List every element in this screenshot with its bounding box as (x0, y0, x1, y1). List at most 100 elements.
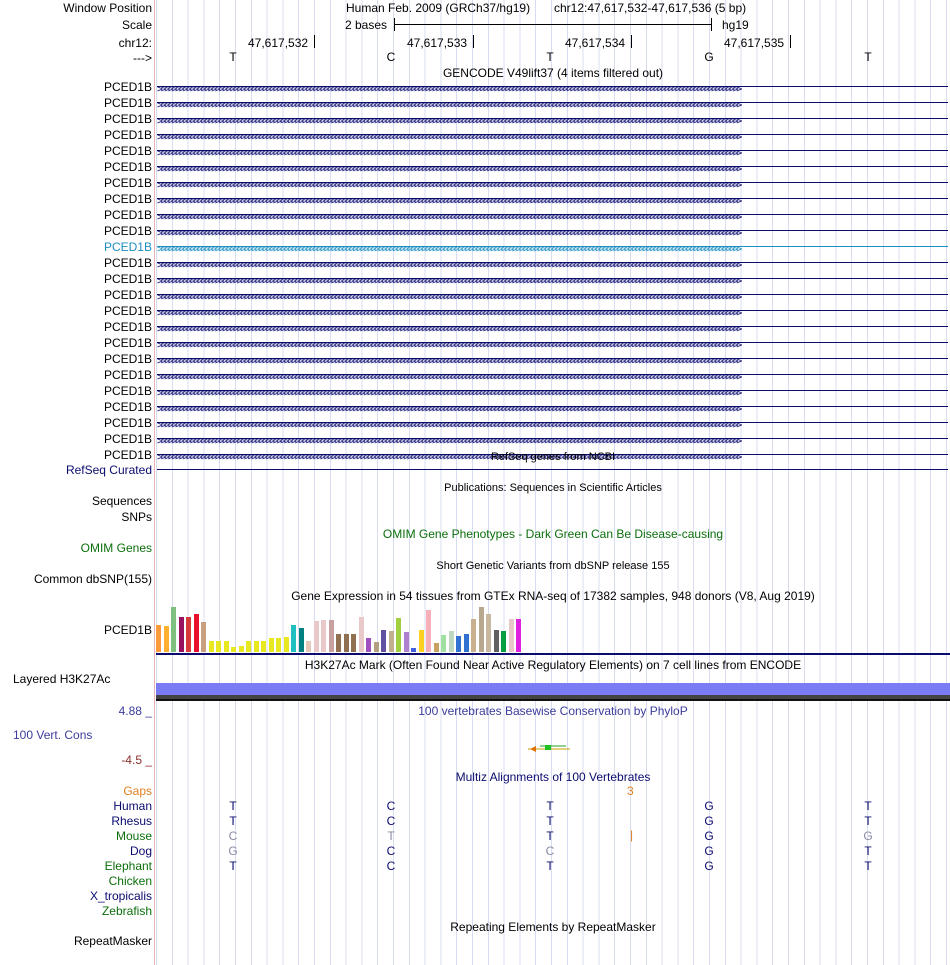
dbsnp-track-title[interactable]: Short Genetic Variants from dbSNP releas… (436, 560, 670, 572)
gene-name-label[interactable]: PCED1B (103, 144, 152, 158)
gene-line[interactable] (157, 118, 948, 119)
gtex-tissue-bar[interactable] (463, 634, 469, 652)
species-label[interactable]: Elephant (104, 859, 152, 873)
gtex-tissue-bar[interactable] (193, 614, 199, 652)
gene-name-label[interactable]: PCED1B (103, 416, 152, 430)
h3k27ac-label[interactable]: Layered H3K27Ac (13, 672, 111, 686)
gene-line[interactable] (157, 438, 948, 439)
gene-name-label[interactable]: PCED1B (103, 384, 152, 398)
gene-name-label[interactable]: PCED1B (103, 368, 152, 382)
gtex-tissue-bar[interactable] (411, 648, 416, 652)
sequences-label[interactable]: Sequences (91, 494, 152, 508)
gtex-tissue-bar[interactable] (433, 643, 439, 652)
gtex-label[interactable]: PCED1B (103, 623, 152, 637)
gencode-gene-row[interactable]: PCED1B >>>>>>>>>>>>>>>>>>>>>>>>>>>>>>>>>>… (0, 447, 950, 463)
gene-name-label[interactable]: PCED1B (103, 288, 152, 302)
gene-name-label[interactable]: PCED1B (103, 256, 152, 270)
gtex-tissue-bar[interactable] (493, 630, 499, 652)
gtex-tissue-bar[interactable] (388, 631, 394, 652)
gene-name-label[interactable]: PCED1B (103, 432, 152, 446)
omim-track-title[interactable]: OMIM Gene Phenotypes - Dark Green Can Be… (382, 527, 724, 541)
gencode-gene-row[interactable]: PCED1B >>>>>>>>>>>>>>>>>>>>>>>>>>>>>>>>>>… (0, 399, 950, 415)
gene-line[interactable] (157, 182, 948, 183)
gtex-tissue-bar[interactable] (246, 641, 251, 652)
gtex-tissue-bar[interactable] (268, 638, 274, 652)
gtex-tissue-bar[interactable] (366, 638, 371, 652)
gtex-tissue-bar[interactable] (253, 641, 259, 652)
repeatmasker-label[interactable]: RepeatMasker (73, 934, 152, 948)
gene-name-label[interactable]: PCED1B (103, 400, 152, 414)
gene-line[interactable] (157, 214, 948, 215)
gene-line[interactable] (157, 102, 948, 103)
gtex-tissue-bar[interactable] (486, 614, 491, 652)
species-label[interactable]: X_tropicalis (89, 889, 152, 903)
gencode-gene-row[interactable]: PCED1B >>>>>>>>>>>>>>>>>>>>>>>>>>>>>>>>>>… (0, 351, 950, 367)
gtex-tissue-bar[interactable] (216, 641, 221, 652)
gene-line[interactable] (157, 262, 948, 263)
gtex-tissue-bar[interactable] (178, 617, 184, 652)
snps-label[interactable]: SNPs (121, 510, 152, 524)
gene-line[interactable] (157, 422, 948, 423)
gene-line[interactable] (157, 246, 948, 247)
omim-label[interactable]: OMIM Genes (80, 541, 152, 555)
gtex-tissue-bar[interactable] (231, 647, 236, 652)
publications-track-title[interactable]: Publications: Sequences in Scientific Ar… (444, 482, 662, 494)
gtex-tissue-bar[interactable] (508, 619, 514, 652)
gene-name-label[interactable]: PCED1B (103, 336, 152, 350)
gene-name-label[interactable]: PCED1B (103, 128, 152, 142)
gtex-tissue-bar[interactable] (441, 635, 446, 652)
gene-name-label[interactable]: PCED1B (103, 208, 152, 222)
gencode-gene-row[interactable]: PCED1B >>>>>>>>>>>>>>>>>>>>>>>>>>>>>>>>>>… (0, 367, 950, 383)
gene-name-label[interactable]: PCED1B (103, 160, 152, 174)
gtex-tissue-bar[interactable] (478, 607, 484, 652)
gencode-gene-row[interactable]: PCED1B >>>>>>>>>>>>>>>>>>>>>>>>>>>>>>>>>>… (0, 191, 950, 207)
gene-line[interactable] (157, 326, 948, 327)
phylop-marker[interactable] (526, 740, 572, 756)
gencode-gene-row[interactable]: PCED1B >>>>>>>>>>>>>>>>>>>>>>>>>>>>>>>>>>… (0, 223, 950, 239)
gtex-tissue-bar[interactable] (343, 634, 349, 652)
gtex-tissue-bar[interactable] (321, 620, 326, 652)
gtex-tissue-bar[interactable] (298, 628, 304, 652)
gencode-gene-row[interactable]: PCED1B >>>>>>>>>>>>>>>>>>>>>>>>>>>>>>>>>>… (0, 319, 950, 335)
gtex-tissue-bar[interactable] (396, 618, 401, 652)
repeatmasker-track-title[interactable]: Repeating Elements by RepeatMasker (450, 920, 656, 934)
gene-name-label[interactable]: PCED1B (103, 176, 152, 190)
gtex-tissue-bar[interactable] (381, 630, 386, 652)
gtex-tissue-bar[interactable] (448, 631, 454, 652)
species-label[interactable]: Dog (129, 844, 152, 858)
gtex-tissue-bar[interactable] (208, 641, 214, 652)
gene-name-label[interactable]: PCED1B (103, 112, 152, 126)
refseq-label[interactable]: RefSeq Curated (65, 463, 152, 477)
gencode-gene-row[interactable]: PCED1B >>>>>>>>>>>>>>>>>>>>>>>>>>>>>>>>>>… (0, 431, 950, 447)
gene-name-label[interactable]: PCED1B (103, 96, 152, 110)
gencode-gene-row[interactable]: PCED1B >>>>>>>>>>>>>>>>>>>>>>>>>>>>>>>>>>… (0, 127, 950, 143)
multiz-track-title[interactable]: Multiz Alignments of 100 Vertebrates (455, 770, 651, 784)
gene-line[interactable] (157, 150, 948, 151)
gene-name-label[interactable]: PCED1B (103, 352, 152, 366)
gene-line[interactable] (157, 166, 948, 167)
phylop-label[interactable]: 100 Vert. Cons (13, 728, 93, 742)
gtex-tissue-bar[interactable] (373, 642, 379, 652)
gtex-tissue-bar[interactable] (403, 632, 409, 652)
phylop-track-title[interactable]: 100 vertebrates Basewise Conservation by… (418, 704, 688, 718)
gene-name-label[interactable]: PCED1B (103, 80, 152, 94)
gtex-tissue-bar[interactable] (418, 630, 424, 652)
gencode-gene-row[interactable]: PCED1B >>>>>>>>>>>>>>>>>>>>>>>>>>>>>>>>>>… (0, 239, 950, 255)
gtex-tissue-bar[interactable] (336, 634, 341, 652)
gencode-gene-row[interactable]: PCED1B >>>>>>>>>>>>>>>>>>>>>>>>>>>>>>>>>>… (0, 159, 950, 175)
gtex-tissue-bar[interactable] (516, 619, 521, 652)
gene-name-label[interactable]: PCED1B (103, 448, 152, 462)
gtex-tissue-bar[interactable] (291, 625, 296, 652)
gene-name-label[interactable]: PCED1B (103, 240, 152, 254)
gtex-tissue-bar[interactable] (313, 621, 319, 652)
gene-line[interactable] (157, 198, 948, 199)
gene-line[interactable] (157, 342, 948, 343)
gene-line[interactable] (157, 390, 948, 391)
gtex-tissue-bar[interactable] (201, 622, 206, 652)
gtex-tissue-bar[interactable] (471, 619, 476, 652)
gtex-tissue-bar[interactable] (163, 626, 169, 652)
gtex-tissue-bar[interactable] (328, 620, 334, 652)
gencode-gene-row[interactable]: PCED1B >>>>>>>>>>>>>>>>>>>>>>>>>>>>>>>>>>… (0, 383, 950, 399)
gene-line[interactable] (157, 374, 948, 375)
gene-line[interactable] (157, 86, 948, 87)
